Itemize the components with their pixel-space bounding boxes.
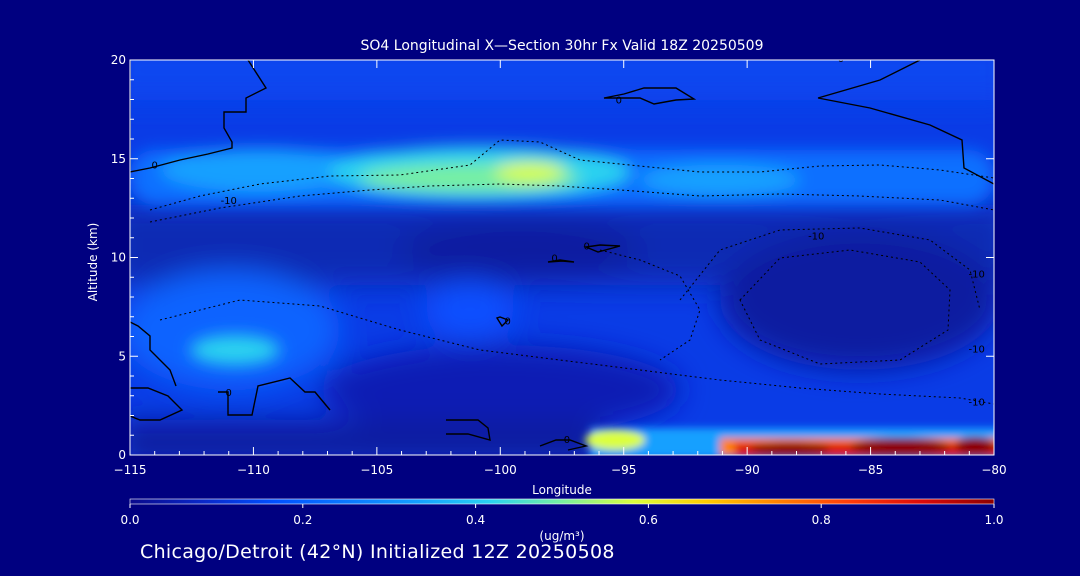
x-tick-label: −95: [611, 463, 636, 477]
low-loop-west: [130, 387, 184, 421]
contour-label: -10: [969, 344, 985, 355]
contour-label: 0: [505, 317, 511, 328]
colorbar-tick-label: 0.2: [293, 513, 312, 527]
dark-region-center: [400, 220, 640, 280]
low-loop-center: [446, 419, 491, 441]
colorbar-tick-label: 0.6: [639, 513, 658, 527]
small-loop-north: [603, 87, 697, 105]
contour-label: -10: [808, 232, 824, 243]
contour-label: 0: [551, 253, 557, 264]
upper-band-peak: [495, 162, 565, 182]
footer-caption: Chicago/Detroit (42°N) Initialized 12Z 2…: [140, 541, 615, 563]
x-tick-label: −115: [114, 463, 147, 477]
x-tick-label: −80: [981, 463, 1006, 477]
surface-peak-2: [750, 442, 830, 455]
contour-label: 0: [583, 242, 589, 253]
small-loop-mid-3: [495, 316, 510, 328]
surface-yellow-west: [585, 430, 645, 450]
dashed-contours: [149, 139, 994, 405]
y-tick-label: 5: [118, 349, 126, 363]
dark-trough-east: [720, 230, 994, 370]
surface-peak-1: [850, 438, 950, 455]
x-axis: −115 −110 −105 −100 −95 −90 −85 −80: [114, 60, 1007, 477]
dashed-mid-2: [739, 249, 951, 365]
contour-label: -10: [969, 269, 985, 280]
colorbar-tick-label: 1.0: [984, 513, 1003, 527]
mid-glow-west: [130, 270, 340, 390]
y-tick-label: 15: [111, 152, 126, 166]
contour-lines: [130, 60, 994, 451]
low-loop-east: [539, 439, 589, 451]
y-tick-label: 0: [118, 448, 126, 462]
x-tick-label: −85: [858, 463, 883, 477]
x-tick-label: −105: [360, 463, 393, 477]
colorbar-ticks: 0.0 0.2 0.4 0.6 0.8 1.0: [120, 504, 1004, 527]
dark-lower-center: [320, 345, 680, 435]
colorbar-tick-label: 0.0: [120, 513, 139, 527]
contour-label: -10: [221, 196, 237, 207]
small-loop-mid-2: [547, 259, 575, 263]
x-axis-label: Longitude: [532, 483, 592, 497]
colorbar-label: (ug/m³): [539, 529, 584, 543]
chart-title: SO4 Longitudinal X—Section 30hr Fx Valid…: [361, 38, 764, 54]
y-tick-label: 20: [111, 53, 126, 67]
upper-band-west-glow: [160, 148, 360, 192]
contour-label: 0: [151, 161, 157, 172]
y-axis-label: Altitude (km): [86, 223, 100, 302]
low-loop-center-west: [218, 377, 331, 416]
dashed-low-2: [599, 249, 701, 361]
west-edge-line: [130, 60, 177, 387]
heatmap-field: 0 -10 0 0 0 0 0 0 0 -10 -10 -10 -10: [130, 54, 994, 455]
x-tick-label: −100: [484, 463, 517, 477]
contour-label: 0: [838, 54, 844, 65]
contour-labels: 0 -10 0 0 0 0 0 0 0 -10 -10 -10 -10: [151, 54, 985, 446]
mid-plume-core: [190, 335, 280, 365]
surface-peak-3: [955, 437, 994, 455]
upper-stratosphere-layer: [130, 60, 994, 100]
upper-band-east-glow: [640, 164, 800, 196]
contour-label: -10: [969, 398, 985, 409]
mid-glow-center: [425, 280, 515, 340]
x-tick-label: −110: [237, 463, 270, 477]
contour-label: 0: [226, 388, 232, 399]
dashed-upper-1: [149, 139, 994, 211]
tropopause-east: [817, 60, 994, 185]
x-tick-label: −90: [734, 463, 759, 477]
small-loop-mid: [583, 244, 621, 253]
colorbar: [129, 498, 995, 505]
surface-dark-layer: [130, 420, 600, 455]
colorbar-tick-label: 0.8: [812, 513, 831, 527]
y-tick-label: 10: [111, 251, 126, 265]
contour-label: 0: [616, 95, 622, 106]
colorbar-tick-label: 0.4: [466, 513, 485, 527]
y-axis: 0 5 10 15 20: [111, 53, 994, 462]
tropopause-west: [130, 60, 268, 173]
contour-label: 0: [564, 435, 570, 446]
